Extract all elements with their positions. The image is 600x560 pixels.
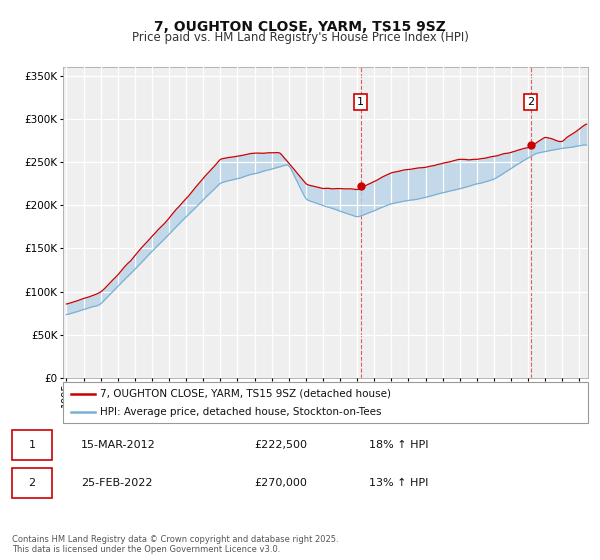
Text: 18% ↑ HPI: 18% ↑ HPI xyxy=(369,440,428,450)
Text: 7, OUGHTON CLOSE, YARM, TS15 9SZ (detached house): 7, OUGHTON CLOSE, YARM, TS15 9SZ (detach… xyxy=(100,389,391,399)
Text: 13% ↑ HPI: 13% ↑ HPI xyxy=(369,478,428,488)
Text: Contains HM Land Registry data © Crown copyright and database right 2025.
This d: Contains HM Land Registry data © Crown c… xyxy=(12,535,338,554)
Text: £222,500: £222,500 xyxy=(254,440,307,450)
Text: 15-MAR-2012: 15-MAR-2012 xyxy=(81,440,156,450)
Text: Price paid vs. HM Land Registry's House Price Index (HPI): Price paid vs. HM Land Registry's House … xyxy=(131,31,469,44)
Text: 2: 2 xyxy=(527,97,534,107)
Text: 25-FEB-2022: 25-FEB-2022 xyxy=(81,478,152,488)
Text: 1: 1 xyxy=(29,440,35,450)
Text: 2: 2 xyxy=(29,478,36,488)
FancyBboxPatch shape xyxy=(12,430,52,460)
FancyBboxPatch shape xyxy=(63,382,588,423)
Text: 1: 1 xyxy=(357,97,364,107)
Text: HPI: Average price, detached house, Stockton-on-Tees: HPI: Average price, detached house, Stoc… xyxy=(100,407,381,417)
Text: 7, OUGHTON CLOSE, YARM, TS15 9SZ: 7, OUGHTON CLOSE, YARM, TS15 9SZ xyxy=(154,20,446,34)
Text: £270,000: £270,000 xyxy=(254,478,307,488)
FancyBboxPatch shape xyxy=(12,468,52,498)
